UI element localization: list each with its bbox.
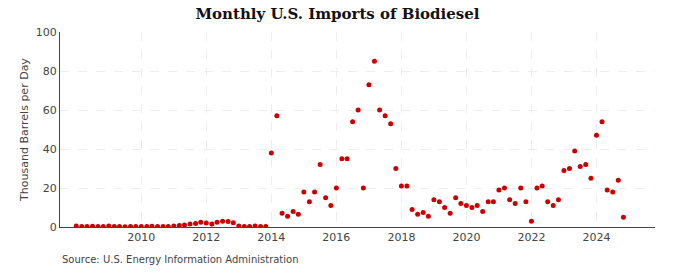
svg-text:2022: 2022 — [517, 231, 545, 244]
svg-text:Monthly U.S. Imports of Biodie: Monthly U.S. Imports of Biodiesel — [195, 5, 479, 23]
svg-text:2016: 2016 — [322, 231, 350, 244]
svg-text:80: 80 — [43, 65, 57, 78]
svg-text:2010: 2010 — [127, 231, 155, 244]
svg-text:0: 0 — [50, 221, 57, 234]
svg-text:40: 40 — [43, 143, 57, 156]
svg-text:60: 60 — [43, 104, 57, 117]
svg-text:100: 100 — [36, 26, 57, 39]
svg-text:2018: 2018 — [387, 231, 415, 244]
svg-text:Source: U.S. Energy Informatio: Source: U.S. Energy Information Administ… — [62, 254, 299, 265]
svg-text:2024: 2024 — [582, 231, 610, 244]
svg-text:2014: 2014 — [257, 231, 285, 244]
svg-text:2020: 2020 — [452, 231, 480, 244]
svg-text:2012: 2012 — [192, 231, 220, 244]
svg-text:Thousand Barrels per Day: Thousand Barrels per Day — [18, 58, 31, 202]
svg-text:20: 20 — [43, 182, 57, 195]
